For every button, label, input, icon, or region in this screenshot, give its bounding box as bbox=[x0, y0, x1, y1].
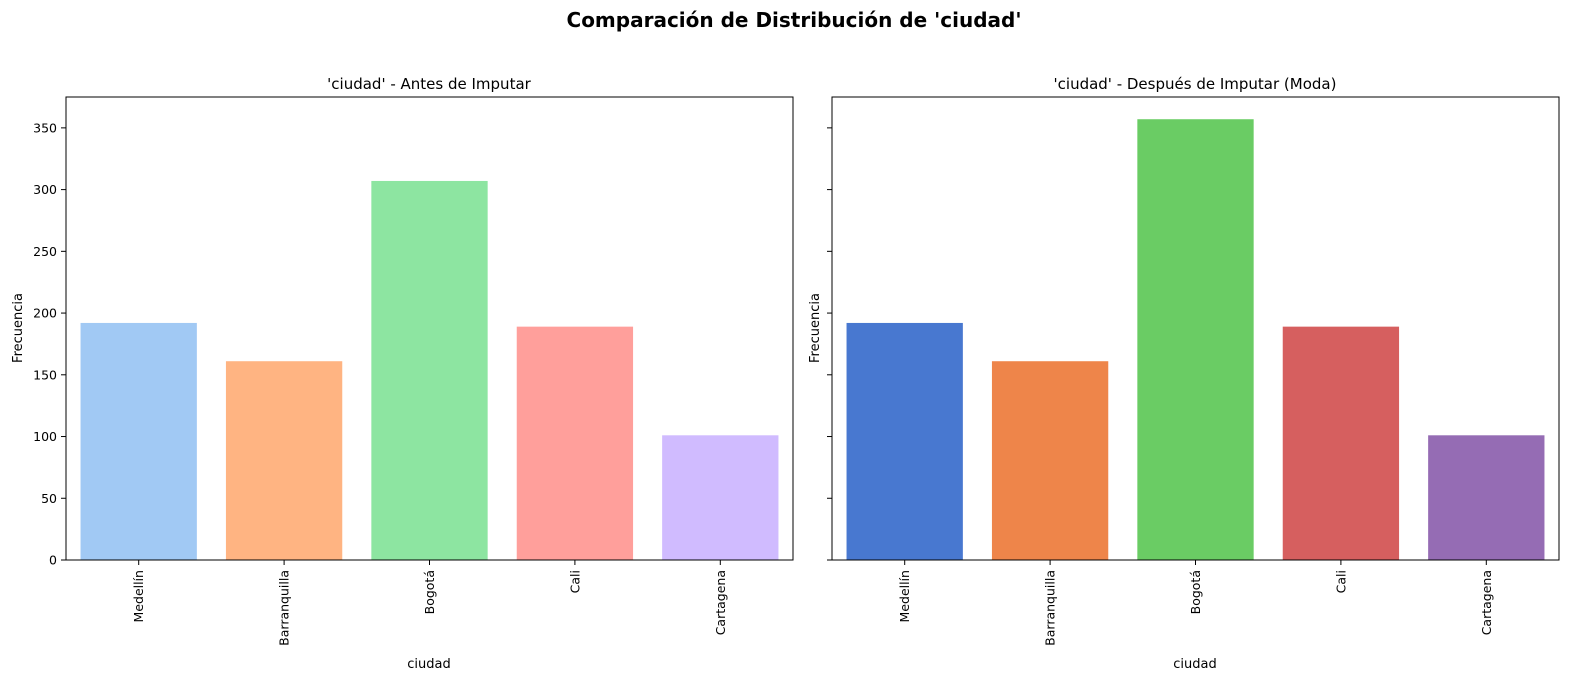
x-tick-label: Barranquilla bbox=[1043, 570, 1058, 646]
y-axis-label: Frecuencia bbox=[11, 293, 26, 363]
bar-1 bbox=[846, 322, 963, 560]
bar-5 bbox=[662, 435, 779, 560]
bar-2 bbox=[225, 361, 343, 560]
x-tick-label: Bogotá bbox=[422, 570, 437, 614]
bar-3 bbox=[371, 180, 488, 560]
chart-title: 'ciudad' - Antes de Imputar bbox=[327, 75, 531, 93]
x-tick-label: Bogotá bbox=[1188, 570, 1203, 614]
chart-title: 'ciudad' - Después de Imputar (Moda) bbox=[1054, 75, 1337, 93]
chart-panel-antes: 'ciudad' - Antes de Imputar Frecuencia c… bbox=[11, 75, 794, 672]
y-tick-label: 300 bbox=[33, 182, 57, 197]
y-tick-label: 200 bbox=[33, 306, 57, 321]
axes-frame bbox=[65, 96, 794, 561]
axes-frame bbox=[831, 96, 1560, 561]
x-tick-label: Cali bbox=[1333, 570, 1348, 593]
x-axis-label: ciudad bbox=[1173, 657, 1216, 672]
figure-suptitle: Comparación de Distribución de 'ciudad' bbox=[567, 8, 1022, 32]
x-tick-label: Cali bbox=[567, 570, 582, 593]
bar-4 bbox=[1282, 326, 1400, 560]
bar-4 bbox=[516, 326, 634, 560]
y-tick-label: 50 bbox=[41, 491, 57, 506]
x-tick-label: Medellín bbox=[131, 570, 146, 622]
y-tick-label: 0 bbox=[49, 553, 57, 568]
y-tick-label: 150 bbox=[33, 367, 57, 382]
y-tick-label: 350 bbox=[33, 120, 57, 135]
x-tick-label: Cartagena bbox=[1479, 570, 1494, 635]
bar-5 bbox=[1428, 435, 1545, 560]
x-tick-label: Medellín bbox=[897, 570, 912, 622]
y-tick-label: 100 bbox=[33, 429, 57, 444]
bar-3 bbox=[1137, 119, 1254, 560]
x-tick-label: Cartagena bbox=[713, 570, 728, 635]
bar-1 bbox=[80, 322, 197, 560]
y-tick-label: 250 bbox=[33, 244, 57, 259]
y-axis-label: Frecuencia bbox=[808, 293, 823, 363]
x-tick-label: Barranquilla bbox=[277, 570, 292, 646]
x-axis-label: ciudad bbox=[407, 657, 450, 672]
chart-panel-despues: 'ciudad' - Después de Imputar (Moda) Fre… bbox=[808, 75, 1560, 672]
bar-2 bbox=[991, 361, 1109, 560]
